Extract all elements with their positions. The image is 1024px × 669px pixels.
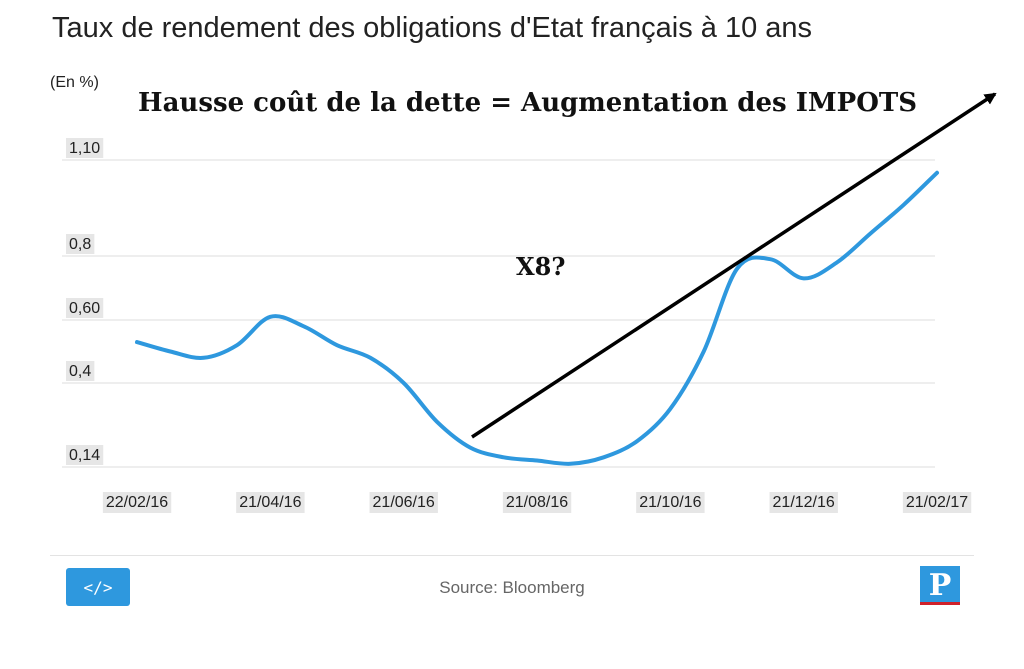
annotation-multiplier: X8? <box>516 252 566 281</box>
x-tick-label: 22/02/16 <box>106 494 168 511</box>
y-tick-label: 0,8 <box>69 236 91 253</box>
x-tick-label-bg <box>236 492 305 513</box>
y-tick-label-bg <box>66 445 104 465</box>
y-tick-label: 1,10 <box>69 140 100 157</box>
x-tick-label-bg <box>636 492 705 513</box>
publisher-logo-icon: P <box>920 566 960 604</box>
y-tick-label: 0,14 <box>69 447 100 464</box>
x-tick-label: 21/12/16 <box>773 494 835 511</box>
y-tick-label-bg <box>66 138 104 158</box>
annotation-headline: Hausse coût de la dette = Augmentation d… <box>138 88 917 118</box>
grid-lines <box>62 159 935 468</box>
yield-line <box>135 170 939 466</box>
y-tick-label-bg <box>66 298 104 318</box>
x-axis-ticks: 22/02/16 21/04/16 21/06/16 21/08/16 21/10/16… <box>102 492 972 513</box>
y-tick-label-bg <box>66 234 95 254</box>
y-axis-ticks: 0,14 0,4 0,60 0,8 1,10 <box>66 138 104 465</box>
y-axis-unit-label: (En %) <box>50 74 99 91</box>
x-tick-label-bg <box>902 492 972 513</box>
x-tick-label-bg <box>102 492 172 513</box>
publisher-logo-accent <box>920 602 960 605</box>
x-tick-label: 21/10/16 <box>639 494 701 511</box>
embed-code-button[interactable]: </> <box>66 568 130 606</box>
footer-divider <box>50 555 974 556</box>
x-tick-label: 21/08/16 <box>506 494 568 511</box>
y-tick-label-bg <box>66 361 95 381</box>
x-tick-label-bg <box>369 492 438 513</box>
y-tick-label: 0,4 <box>69 363 91 380</box>
x-tick-label-bg <box>769 492 838 513</box>
x-tick-label: 21/06/16 <box>373 494 435 511</box>
x-tick-label: 21/02/17 <box>906 494 968 511</box>
x-tick-label: 21/04/16 <box>239 494 301 511</box>
source-label: Source: Bloomberg <box>439 578 585 597</box>
chart-title: Taux de rendement des obligations d'Etat… <box>52 12 813 44</box>
y-tick-label: 0,60 <box>69 300 100 317</box>
x-tick-label-bg <box>502 492 572 513</box>
trend-arrow <box>471 92 997 439</box>
